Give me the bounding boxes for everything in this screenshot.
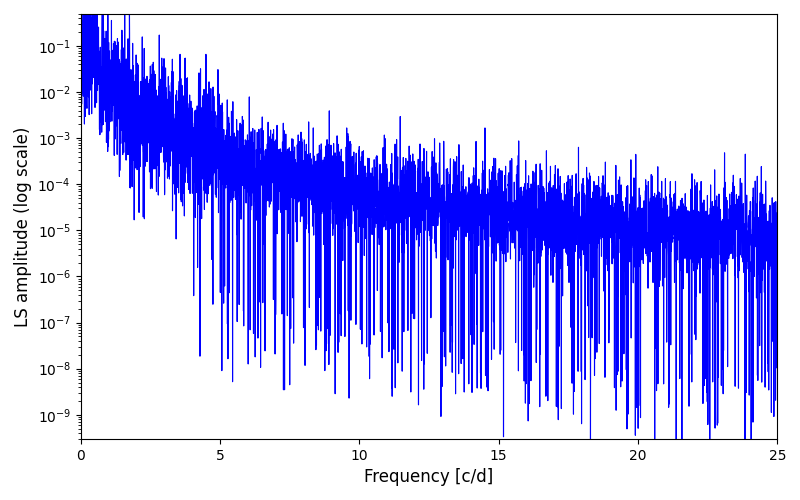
X-axis label: Frequency [c/d]: Frequency [c/d] <box>364 468 494 486</box>
Y-axis label: LS amplitude (log scale): LS amplitude (log scale) <box>14 126 32 326</box>
